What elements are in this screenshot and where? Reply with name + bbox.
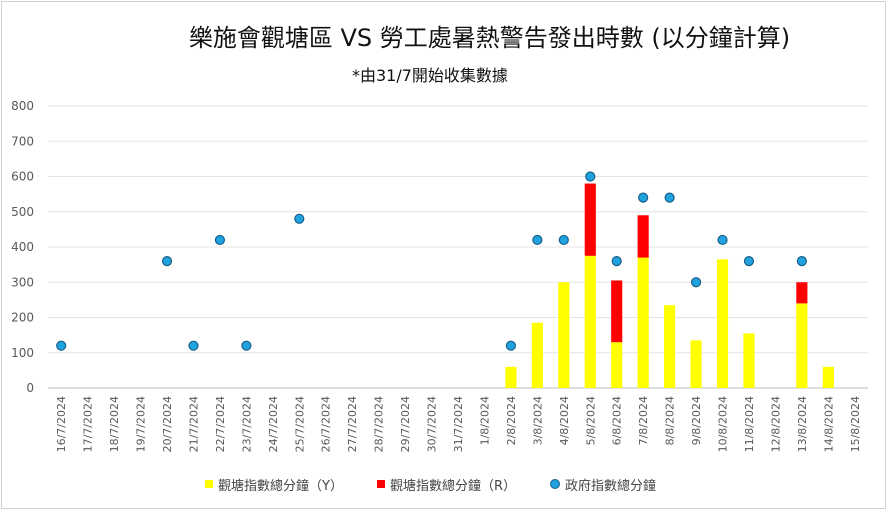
gov-point xyxy=(56,340,67,351)
x-tick-label: 26/7/2024 xyxy=(320,396,333,452)
bar-red xyxy=(796,282,808,304)
y-tick-label: 600 xyxy=(11,170,34,184)
x-tick-label: 30/7/2024 xyxy=(426,396,439,452)
x-tick-label: 3/8/2024 xyxy=(531,396,544,445)
legend-label-red: 觀塘指數總分鐘（R） xyxy=(389,478,516,494)
bar-red xyxy=(611,280,623,343)
y-tick-label: 400 xyxy=(11,240,34,254)
chart-legend: 觀塘指數總分鐘（Y） 觀塘指數總分鐘（R） 政府指數總分鐘 xyxy=(205,475,690,494)
bar-yellow xyxy=(822,366,834,388)
x-tick-label: 25/7/2024 xyxy=(293,396,306,452)
bar-yellow xyxy=(558,282,570,388)
x-tick-label: 28/7/2024 xyxy=(373,396,386,452)
gov-point xyxy=(532,234,543,246)
bar-yellow xyxy=(743,333,755,388)
gov-point xyxy=(161,256,173,267)
x-tick-label: 19/7/2024 xyxy=(135,396,148,452)
x-tick-label: 11/8/2024 xyxy=(743,396,756,452)
x-tick-label: 20/7/2024 xyxy=(161,396,174,452)
legend-label-gov: 政府指數總分鐘 xyxy=(565,478,657,494)
y-tick-label: 800 xyxy=(11,99,34,113)
chart-title: 樂施會觀塘區 VS 勞工處暑熱警告發出時數 (以分鐘計算) xyxy=(188,24,791,52)
x-tick-label: 21/7/2024 xyxy=(187,396,200,452)
y-tick-label: 500 xyxy=(11,205,34,219)
x-tick-label: 18/7/2024 xyxy=(108,396,121,452)
x-tick-label: 5/8/2024 xyxy=(584,396,597,445)
y-tick-label: 0 xyxy=(26,381,34,395)
x-tick-label: 27/7/2024 xyxy=(346,396,359,452)
gov-point xyxy=(558,234,569,246)
y-tick-label: 300 xyxy=(11,275,34,289)
legend-swatch-red xyxy=(376,480,385,488)
x-tick-label: 17/7/2024 xyxy=(82,396,95,452)
gov-point xyxy=(690,277,702,288)
gov-point xyxy=(241,340,252,351)
bar-yellow xyxy=(637,257,649,388)
legend-item-gov: 政府指數總分鐘 xyxy=(550,475,656,494)
bar-yellow xyxy=(690,340,702,388)
gov-point xyxy=(611,256,622,267)
y-tick-label: 100 xyxy=(11,346,34,360)
x-tick-label: 1/8/2024 xyxy=(478,396,491,445)
x-tick-label: 16/7/2024 xyxy=(55,396,68,452)
x-tick-label: 8/8/2024 xyxy=(664,396,677,445)
gov-point xyxy=(664,192,675,203)
gov-point xyxy=(638,192,649,203)
bar-yellow xyxy=(664,305,676,388)
bar-yellow xyxy=(531,322,543,388)
x-tick-label: 6/8/2024 xyxy=(611,396,624,445)
x-tick-label: 14/8/2024 xyxy=(822,396,835,452)
legend-item-red: 觀塘指數總分鐘（R） xyxy=(376,475,516,494)
bar-yellow xyxy=(716,259,729,388)
gov-point xyxy=(294,213,305,224)
bar-yellow xyxy=(796,303,808,388)
legend-label-yellow: 觀塘指數總分鐘（Y） xyxy=(218,478,343,494)
legend-swatch-yellow xyxy=(205,480,213,488)
x-tick-label: 31/7/2024 xyxy=(452,396,465,452)
x-tick-label: 22/7/2024 xyxy=(214,396,227,452)
x-tick-label: 7/8/2024 xyxy=(637,396,650,445)
gov-point xyxy=(796,256,807,267)
gov-point xyxy=(214,234,226,246)
bar-red xyxy=(637,215,649,258)
legend-item-yellow: 觀塘指數總分鐘（Y） xyxy=(205,475,343,494)
x-tick-label: 9/8/2024 xyxy=(690,396,703,445)
x-tick-label: 12/8/2024 xyxy=(769,396,782,452)
legend-swatch-gov xyxy=(550,479,560,489)
gov-point xyxy=(188,340,199,351)
gov-point xyxy=(743,256,755,267)
x-tick-label: 4/8/2024 xyxy=(558,396,571,445)
gov-point xyxy=(505,340,517,351)
gov-point xyxy=(717,234,728,246)
chart-subtitle: *由31/7開始收集數據 xyxy=(352,66,508,85)
bar-yellow xyxy=(611,342,623,388)
x-tick-label: 24/7/2024 xyxy=(267,396,280,452)
bar-red xyxy=(584,183,596,256)
x-tick-label: 2/8/2024 xyxy=(505,396,518,445)
y-tick-label: 200 xyxy=(11,311,34,325)
bar-yellow xyxy=(584,255,596,388)
x-tick-label: 13/8/2024 xyxy=(796,396,809,452)
y-tick-label: 700 xyxy=(11,134,34,148)
bar-yellow xyxy=(505,366,517,388)
x-tick-label: 23/7/2024 xyxy=(240,396,253,452)
x-tick-label: 29/7/2024 xyxy=(399,396,412,452)
x-tick-label: 10/8/2024 xyxy=(717,396,730,452)
x-tick-label: 15/8/2024 xyxy=(849,396,862,452)
gov-point xyxy=(585,171,596,182)
